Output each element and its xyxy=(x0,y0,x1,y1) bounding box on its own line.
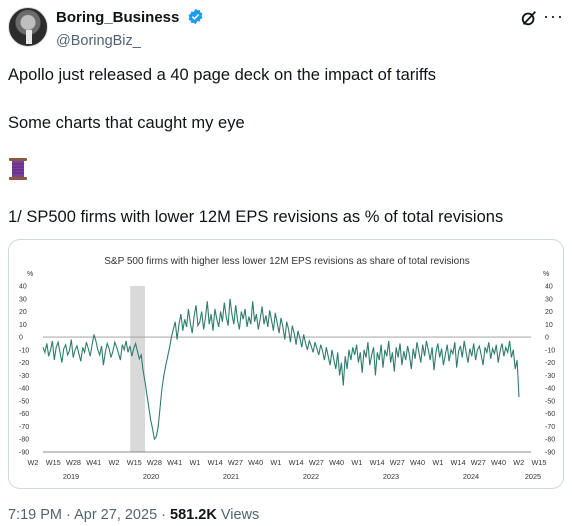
x-tick-label-6: W28 xyxy=(147,458,162,467)
user-names: Boring_Business @BoringBiz_ xyxy=(56,8,204,49)
tweet-date[interactable]: Apr 27, 2025 xyxy=(74,507,158,523)
x-tick-label-16: W1 xyxy=(351,458,362,467)
x-tick-label-14: W27 xyxy=(309,458,324,467)
y-tick-right-7: -30 xyxy=(545,373,555,380)
y-unit-left: % xyxy=(27,271,33,278)
year-label-2025: 2025 xyxy=(525,472,541,481)
x-tick-label-20: W1 xyxy=(432,458,443,467)
x-tick-label-9: W14 xyxy=(208,458,223,467)
y-tick-right-11: -70 xyxy=(545,424,555,431)
y-tick-right-13: -90 xyxy=(545,450,555,457)
y-tick-right-1: 30 xyxy=(545,296,553,303)
y-tick-left-6: -20 xyxy=(19,360,29,367)
x-tick-label-22: W27 xyxy=(471,458,486,467)
views-count: 581.2K xyxy=(170,507,217,523)
x-tick-label-7: W41 xyxy=(167,458,182,467)
x-tick-label-10: W27 xyxy=(228,458,243,467)
y-tick-left-0: 40 xyxy=(19,284,27,291)
x-tick-label-25: W15 xyxy=(531,458,546,467)
y-tick-left-10: -60 xyxy=(19,411,29,418)
x-tick-label-18: W27 xyxy=(390,458,405,467)
year-label-2024: 2024 xyxy=(463,472,479,481)
tweet-text-line-1: Apollo just released a 40 page deck on t… xyxy=(8,66,437,84)
x-tick-label-17: W14 xyxy=(370,458,385,467)
x-tick-label-13: W14 xyxy=(289,458,304,467)
tweet-time[interactable]: 7:19 PM xyxy=(8,507,62,523)
y-tick-left-2: 20 xyxy=(19,309,27,316)
y-tick-right-12: -80 xyxy=(545,437,555,444)
y-tick-left-11: -70 xyxy=(19,424,29,431)
x-tick-label-5: W15 xyxy=(127,458,142,467)
year-label-2021: 2021 xyxy=(223,472,239,481)
tweet-header: Boring_Business @BoringBiz_ ··· xyxy=(8,7,564,49)
grok-icon[interactable] xyxy=(520,9,538,32)
y-tick-left-9: -50 xyxy=(19,398,29,405)
y-unit-right: % xyxy=(543,271,549,278)
x-tick-label-12: W1 xyxy=(270,458,281,467)
y-tick-right-5: -10 xyxy=(545,347,555,354)
x-tick-label-19: W40 xyxy=(410,458,425,467)
chart-image[interactable]: S&P 500 firms with higher less lower 12M… xyxy=(8,239,564,489)
year-label-2023: 2023 xyxy=(383,472,399,481)
x-tick-label-11: W40 xyxy=(248,458,263,467)
x-tick-label-24: W2 xyxy=(513,458,524,467)
x-tick-label-8: W1 xyxy=(189,458,200,467)
year-label-2019: 2019 xyxy=(63,472,79,481)
x-tick-label-4: W2 xyxy=(108,458,119,467)
y-tick-left-8: -40 xyxy=(19,386,29,393)
footer-separator-1: · xyxy=(62,507,75,523)
y-tick-right-0: 40 xyxy=(545,284,553,291)
y-tick-left-3: 10 xyxy=(19,322,27,329)
user-handle[interactable]: @BoringBiz_ xyxy=(56,33,141,49)
y-tick-right-9: -50 xyxy=(545,398,555,405)
tweet-text-line-2: Some charts that caught my eye xyxy=(8,114,245,132)
more-options-icon[interactable]: ··· xyxy=(543,6,564,26)
shaded-period xyxy=(130,286,146,452)
y-tick-right-2: 20 xyxy=(545,309,553,316)
y-tick-right-4: 0 xyxy=(545,335,549,342)
verified-badge-icon xyxy=(187,8,204,30)
y-tick-right-3: 10 xyxy=(545,322,553,329)
y-tick-left-5: -10 xyxy=(19,347,29,354)
eps-revisions-chart: S&P 500 firms with higher less lower 12M… xyxy=(19,256,555,481)
tweet-text-line-4: 1/ SP500 firms with lower 12M EPS revisi… xyxy=(8,208,504,226)
x-tick-label-0: W2 xyxy=(28,458,39,467)
display-name[interactable]: Boring_Business xyxy=(56,9,180,26)
year-label-2022: 2022 xyxy=(303,472,319,481)
x-tick-label-15: W40 xyxy=(329,458,344,467)
x-tick-label-2: W28 xyxy=(66,458,81,467)
footer-separator-2: · xyxy=(157,507,171,523)
y-tick-left-13: -90 xyxy=(19,450,29,457)
y-tick-left-4: 0 xyxy=(19,335,23,342)
chart-title: S&P 500 firms with higher less lower 12M… xyxy=(104,256,470,267)
y-tick-left-1: 30 xyxy=(19,296,27,303)
y-tick-right-6: -20 xyxy=(545,360,555,367)
y-tick-left-12: -80 xyxy=(19,437,29,444)
avatar[interactable] xyxy=(8,7,48,47)
views-label: Views xyxy=(216,507,260,523)
year-label-2020: 2020 xyxy=(143,472,159,481)
series-line xyxy=(42,298,520,441)
y-tick-right-10: -60 xyxy=(545,411,555,418)
x-tick-label-23: W40 xyxy=(491,458,506,467)
x-tick-label-3: W41 xyxy=(86,458,101,467)
tweet-footer: 7:19 PM · Apr 27, 2025 · 581.2K Views xyxy=(8,507,259,523)
x-tick-label-1: W15 xyxy=(46,458,61,467)
y-tick-left-7: -30 xyxy=(19,373,29,380)
thread-spool-icon xyxy=(8,158,28,180)
y-tick-right-8: -40 xyxy=(545,386,555,393)
x-tick-label-21: W14 xyxy=(451,458,466,467)
